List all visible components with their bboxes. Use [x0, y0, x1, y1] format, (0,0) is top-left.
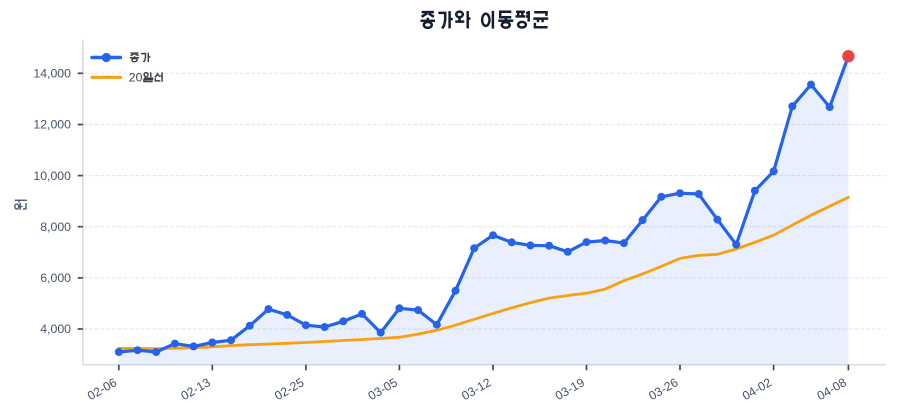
- svg-text:20: 20: [129, 70, 143, 84]
- svg-text:10,000: 10,000: [33, 169, 71, 183]
- svg-text:4,000: 4,000: [40, 322, 71, 336]
- svg-text:6,000: 6,000: [40, 271, 71, 285]
- svg-text:12,000: 12,000: [33, 118, 71, 132]
- svg-text:8,000: 8,000: [40, 220, 71, 234]
- svg-text:14,000: 14,000: [33, 67, 71, 81]
